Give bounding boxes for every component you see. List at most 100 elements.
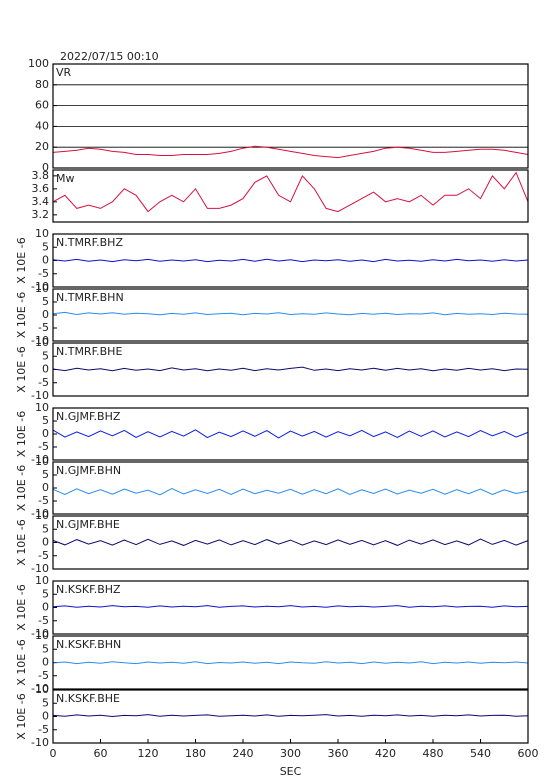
y-tick-label: 5 <box>42 522 49 535</box>
y-tick-label: -5 <box>38 376 49 389</box>
y-tick-label: -10 <box>31 562 49 575</box>
y-tick-label: -10 <box>31 736 49 749</box>
y-tick-label: 10 <box>35 683 49 696</box>
y-tick-label: -5 <box>38 669 49 682</box>
y-tick-label: 10 <box>35 401 49 414</box>
x-axis-label: SEC <box>280 765 302 778</box>
panel-label: N.GJMF.BHZ <box>56 410 121 423</box>
y-tick-label: -5 <box>38 614 49 627</box>
y-axis-label: X 10E -6 <box>15 639 28 685</box>
y-tick-label: 10 <box>35 282 49 295</box>
y-tick-label: -10 <box>31 682 49 695</box>
y-axis-label: X 10E -6 <box>15 693 28 739</box>
panel-label: N.TMRF.BHZ <box>56 236 123 249</box>
y-axis-label: X 10E -6 <box>15 584 28 630</box>
x-tick-label: 420 <box>375 747 396 760</box>
panel-frame <box>52 169 529 223</box>
x-tick-label: 360 <box>328 747 349 760</box>
panel-frame <box>52 233 529 288</box>
panel-frame <box>52 407 529 461</box>
x-tick-label: 300 <box>280 747 301 760</box>
series-line <box>52 605 529 608</box>
y-tick-label: -10 <box>31 334 49 347</box>
x-tick-label: 240 <box>233 747 254 760</box>
y-tick-label: 40 <box>35 119 49 132</box>
y-tick-label: 10 <box>35 574 49 587</box>
panel-frame <box>52 63 529 169</box>
panel-label: N.GJMF.BHN <box>56 464 121 477</box>
panel-label: N.GJMF.BHE <box>56 518 120 531</box>
y-axis-label: X 10E -6 <box>15 237 28 283</box>
y-tick-label: 80 <box>35 78 49 91</box>
y-tick-label: 3.2 <box>32 208 50 221</box>
y-tick-label: 20 <box>35 140 49 153</box>
panel-label: N.KSKF.BHE <box>56 692 120 705</box>
y-tick-label: -10 <box>31 627 49 640</box>
panel-label: N.KSKF.BHN <box>56 638 121 651</box>
x-tick-label: 120 <box>138 747 159 760</box>
series-line <box>52 661 529 665</box>
y-tick-label: 10 <box>35 336 49 349</box>
y-tick-label: 0 <box>42 427 49 440</box>
y-tick-label: -10 <box>31 280 49 293</box>
y-tick-label: 60 <box>35 99 49 112</box>
panel-frame <box>52 580 529 635</box>
panel-frame <box>52 515 529 570</box>
y-tick-label: 3.8 <box>32 169 50 182</box>
y-tick-label: 10 <box>35 629 49 642</box>
y-tick-label: -10 <box>31 389 49 402</box>
y-tick-label: -5 <box>38 494 49 507</box>
y-tick-label: 5 <box>42 295 49 308</box>
y-axis-label: X 10E -6 <box>15 519 28 565</box>
y-tick-label: 100 <box>28 57 49 70</box>
panel-label: N.KSKF.BHZ <box>56 583 121 596</box>
panel-frame <box>52 288 529 342</box>
y-tick-label: 0 <box>42 536 49 549</box>
y-tick-label: -5 <box>38 321 49 334</box>
panel-label: N.TMRF.BHE <box>56 345 122 358</box>
y-tick-label: 0 <box>42 363 49 376</box>
panel-frame <box>52 461 529 515</box>
x-tick-label: 540 <box>470 747 491 760</box>
y-tick-label: 0 <box>42 254 49 267</box>
y-tick-label: 0 <box>42 308 49 321</box>
y-tick-label: 5 <box>42 642 49 655</box>
y-tick-label: -10 <box>31 453 49 466</box>
panel-frame <box>52 635 529 690</box>
panel-frame <box>52 689 529 744</box>
series-line <box>52 714 529 718</box>
y-tick-label: -5 <box>38 549 49 562</box>
y-axis-label: X 10E -6 <box>15 411 28 457</box>
y-tick-label: 0 <box>42 656 49 669</box>
x-tick-label: 480 <box>423 747 444 760</box>
series-line <box>52 429 529 439</box>
y-tick-label: -5 <box>38 440 49 453</box>
panel-label: VR <box>56 66 72 79</box>
x-tick-label: 600 <box>518 747 539 760</box>
x-tick-label: 0 <box>50 747 57 760</box>
y-tick-label: 0 <box>42 601 49 614</box>
y-tick-label: 3.4 <box>32 195 50 208</box>
y-tick-label: 5 <box>42 696 49 709</box>
y-tick-label: 10 <box>35 455 49 468</box>
y-tick-label: 0 <box>42 161 49 174</box>
y-tick-label: 10 <box>35 227 49 240</box>
y-tick-label: 0 <box>42 481 49 494</box>
panel-frame <box>52 342 529 397</box>
y-tick-label: -5 <box>38 267 49 280</box>
y-tick-label: 5 <box>42 240 49 253</box>
series-line <box>52 311 529 316</box>
y-tick-label: 5 <box>42 414 49 427</box>
y-tick-label: -5 <box>38 723 49 736</box>
y-axis-label: X 10E -6 <box>15 346 28 392</box>
y-axis-label: X 10E -6 <box>15 465 28 511</box>
panel-label: N.TMRF.BHN <box>56 291 124 304</box>
y-tick-label: -10 <box>31 507 49 520</box>
series-line <box>52 258 529 263</box>
y-tick-label: 5 <box>42 587 49 600</box>
panel-label: Mw <box>56 172 75 185</box>
y-tick-label: 5 <box>42 349 49 362</box>
series-line <box>52 366 529 372</box>
chart-title: 2022/07/15 00:10 <box>60 50 159 63</box>
